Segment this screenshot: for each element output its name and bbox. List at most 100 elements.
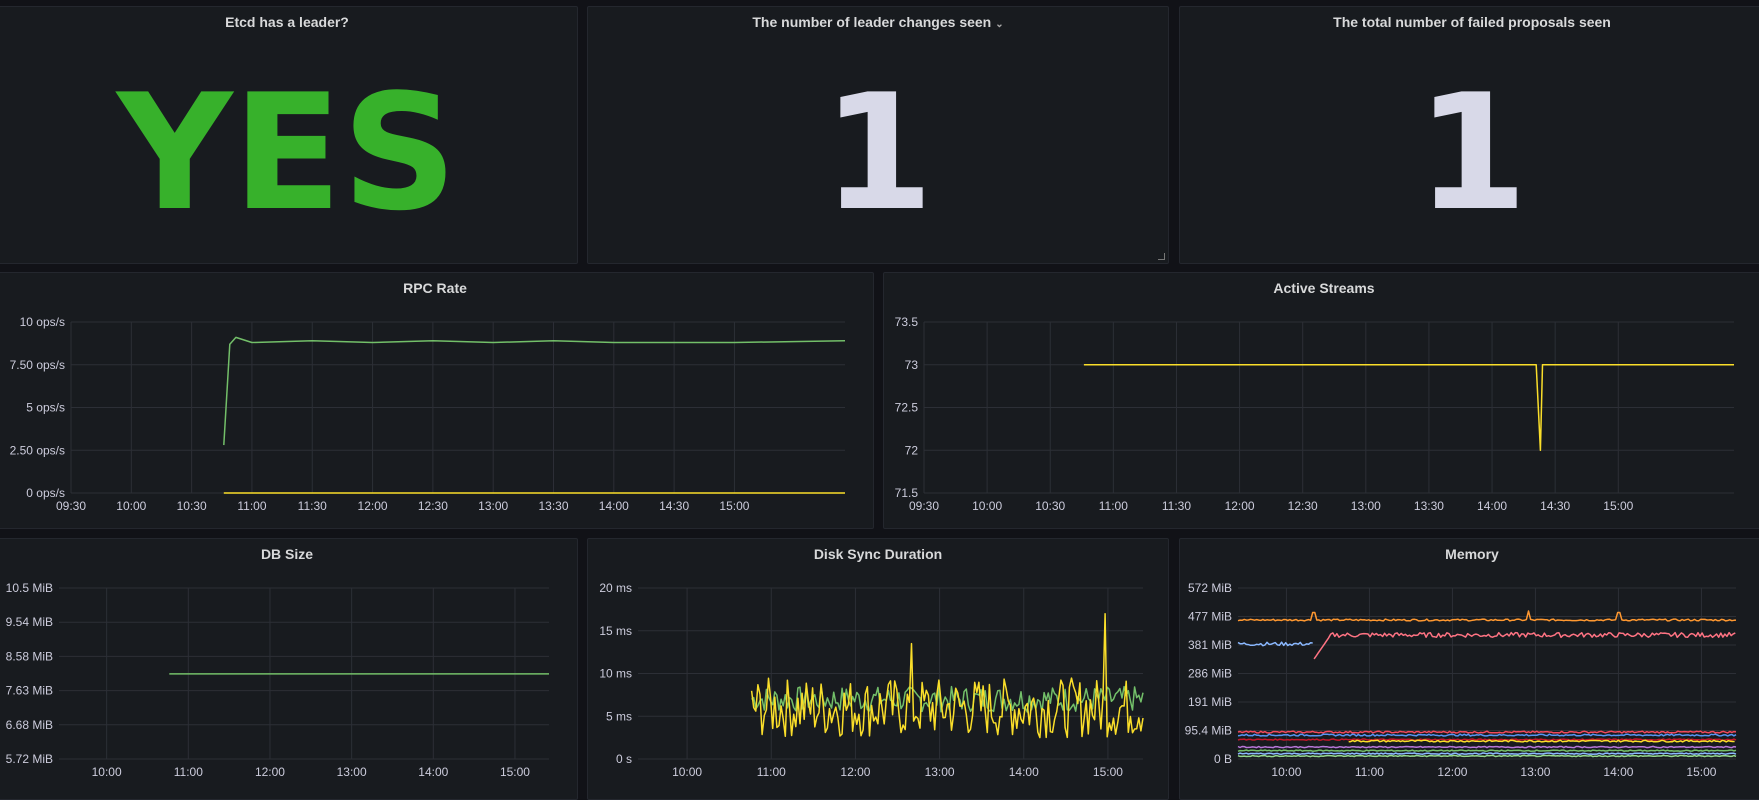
- panel-rpc-rate[interactable]: RPC Rate 10 ops/s 7.50 ops/s 5 ops/s 2.50 o…: [0, 272, 874, 529]
- resize-handle-icon[interactable]: [1158, 253, 1165, 260]
- y-tick-label: 10 ops/s: [20, 315, 65, 329]
- x-tick-label: 10:00: [972, 499, 1002, 513]
- y-tick-label: 2.50 ops/s: [10, 443, 65, 457]
- x-tick-label: 10:30: [1035, 499, 1065, 513]
- x-tick-label: 14:00: [1603, 765, 1633, 779]
- y-tick-label: 191 MiB: [1188, 695, 1232, 709]
- panel-title[interactable]: Memory: [1445, 546, 1499, 562]
- x-tick-label: 14:00: [1009, 765, 1039, 779]
- x-tick-label: 12:00: [1225, 499, 1255, 513]
- y-tick-label: 5 ms: [606, 709, 632, 723]
- y-tick-label: 8.58 MiB: [6, 649, 53, 663]
- y-tick-label: 73: [905, 358, 919, 372]
- x-tick-label: 15:00: [500, 765, 530, 779]
- y-tick-label: 0 B: [1214, 752, 1232, 766]
- series-line-1: [1237, 641, 1313, 647]
- x-tick-label: 14:00: [418, 765, 448, 779]
- x-tick-label: 11:00: [237, 499, 266, 513]
- series-line-10: [1237, 754, 1737, 758]
- y-tick-label: 7.50 ops/s: [10, 358, 65, 372]
- panel-title[interactable]: RPC Rate: [403, 280, 467, 296]
- panel-db-size[interactable]: DB Size 10.5 MiB 9.54 MiB 8.58 MiB 7.63 MiB…: [0, 538, 578, 800]
- x-tick-label: 10:30: [177, 499, 207, 513]
- series-line-0: [1083, 364, 1734, 452]
- x-tick-label: 13:00: [1351, 499, 1381, 513]
- x-tick-label: 15:00: [1603, 499, 1633, 513]
- stat-value-leader-changes: 1: [822, 59, 934, 246]
- stat-value-failed-proposals: 1: [1416, 59, 1528, 246]
- x-tick-label: 10:00: [116, 499, 146, 513]
- x-tick-label: 12:30: [418, 499, 448, 513]
- x-tick-label: 10:00: [1271, 765, 1301, 779]
- db-size-chart: 10.5 MiB 9.54 MiB 8.58 MiB 7.63 MiB 6.68 MiB…: [6, 581, 549, 779]
- x-tick-label: 15:00: [719, 499, 749, 513]
- x-tick-label: 14:30: [1540, 499, 1570, 513]
- x-tick-label: 11:30: [298, 499, 327, 513]
- x-tick-label: 13:00: [478, 499, 508, 513]
- series-line-6: [1348, 739, 1735, 743]
- panel-title[interactable]: The total number of failed proposals see…: [1333, 14, 1611, 30]
- panel-title[interactable]: The number of leader changes seen ⌄: [588, 14, 1168, 30]
- x-tick-label: 11:00: [757, 765, 786, 779]
- y-tick-label: 381 MiB: [1188, 638, 1232, 652]
- x-tick-label: 10:00: [92, 765, 122, 779]
- y-tick-label: 15 ms: [599, 624, 632, 638]
- chevron-down-icon[interactable]: ⌄: [995, 19, 1004, 30]
- x-tick-label: 10:00: [672, 765, 702, 779]
- y-tick-label: 0 ops/s: [26, 486, 65, 500]
- panel-failed-proposals[interactable]: The total number of failed proposals see…: [1179, 6, 1759, 264]
- x-tick-label: 09:30: [56, 499, 86, 513]
- series-line-9: [1237, 752, 1737, 755]
- panel-title[interactable]: DB Size: [260, 546, 314, 562]
- x-tick-label: 13:00: [337, 765, 367, 779]
- panel-etcd-has-leader[interactable]: Etcd has a leader? YES: [0, 6, 578, 264]
- y-tick-label: 95.4 MiB: [1185, 724, 1232, 738]
- x-tick-label: 12:00: [358, 499, 388, 513]
- series-line-0: [223, 336, 846, 446]
- rpc-rate-chart: 10 ops/s 7.50 ops/s 5 ops/s 2.50 ops/s 0 ops…: [10, 315, 846, 513]
- x-tick-label: 12:00: [255, 765, 285, 779]
- series-line-5: [1237, 738, 1737, 741]
- y-tick-label: 5 ops/s: [26, 401, 65, 415]
- y-tick-label: 20 ms: [599, 581, 632, 595]
- x-tick-label: 15:00: [1093, 765, 1123, 779]
- series-line-0: [1237, 610, 1737, 622]
- y-tick-label: 71.5: [895, 486, 919, 500]
- y-tick-label: 10.5 MiB: [6, 581, 53, 595]
- x-tick-label: 14:30: [659, 499, 689, 513]
- x-tick-label: 12:00: [840, 765, 870, 779]
- x-tick-label: 13:30: [1414, 499, 1444, 513]
- panel-title[interactable]: Etcd has a leader?: [225, 14, 349, 30]
- x-tick-label: 09:30: [909, 499, 939, 513]
- panel-title[interactable]: Disk Sync Duration: [813, 546, 943, 562]
- x-tick-label: 15:00: [1686, 765, 1716, 779]
- y-tick-label: 286 MiB: [1188, 667, 1232, 681]
- y-tick-label: 9.54 MiB: [6, 615, 53, 629]
- y-tick-label: 477 MiB: [1188, 610, 1232, 624]
- x-tick-label: 13:00: [1520, 765, 1550, 779]
- x-tick-label: 14:00: [599, 499, 629, 513]
- y-tick-label: 7.63 MiB: [6, 684, 53, 698]
- series-line-7: [1237, 745, 1737, 749]
- panel-memory[interactable]: Memory 572 MiB 477 MiB 381 MiB 286 MiB 191 M…: [1179, 538, 1759, 800]
- panel-active-streams[interactable]: Active Streams 73.5 73 72.5 72 71.5 09:30 10:0…: [883, 272, 1759, 529]
- y-tick-label: 5.72 MiB: [6, 752, 53, 766]
- x-tick-label: 11:00: [174, 765, 203, 779]
- y-tick-label: 0 s: [616, 752, 632, 766]
- x-tick-label: 13:30: [538, 499, 568, 513]
- panel-title[interactable]: Active Streams: [1273, 280, 1375, 296]
- panel-leader-changes[interactable]: The number of leader changes seen ⌄ 1: [587, 6, 1169, 264]
- series-line-3: [1237, 730, 1737, 734]
- x-tick-label: 12:00: [1437, 765, 1467, 779]
- x-tick-label: 11:00: [1355, 765, 1384, 779]
- series-line-8: [1237, 749, 1737, 752]
- stat-value-leader: YES: [116, 59, 458, 246]
- panel-disk-sync-duration[interactable]: Disk Sync Duration 20 ms 15 ms 10 ms 5 ms 0 …: [587, 538, 1169, 800]
- x-tick-label: 11:00: [1099, 499, 1128, 513]
- y-tick-label: 572 MiB: [1188, 581, 1232, 595]
- y-tick-label: 10 ms: [599, 667, 632, 681]
- x-tick-label: 12:30: [1288, 499, 1318, 513]
- series-line-1: [750, 612, 1144, 739]
- series-line-2: [1313, 631, 1736, 660]
- y-tick-label: 72: [905, 443, 919, 457]
